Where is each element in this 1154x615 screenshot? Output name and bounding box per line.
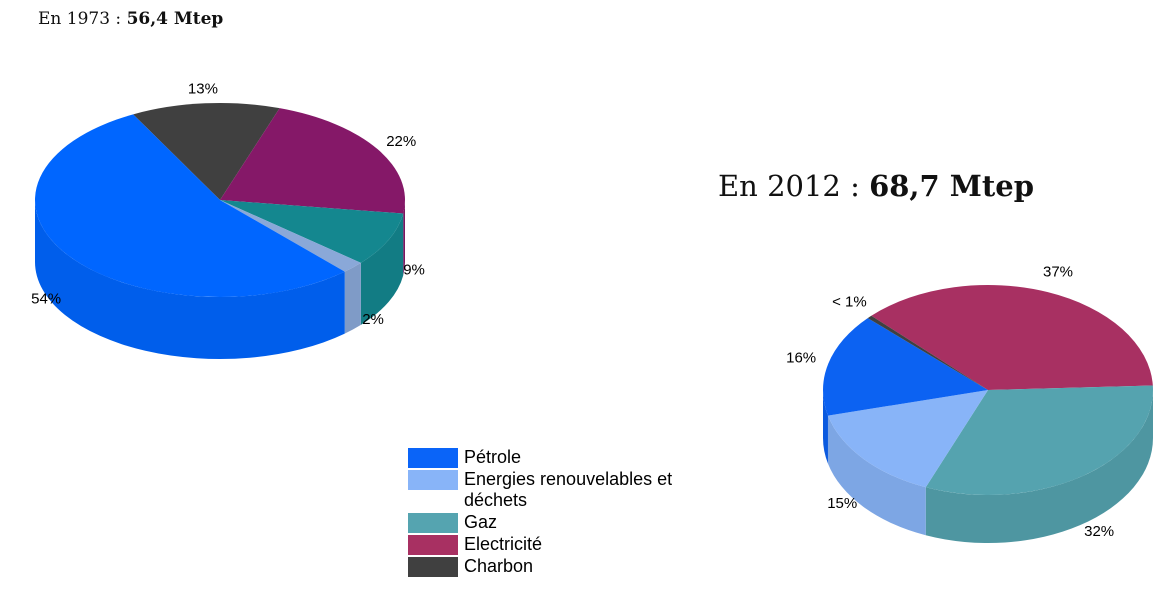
pie-slice xyxy=(871,284,1153,390)
pie-slice xyxy=(133,103,280,200)
value-label: 54% xyxy=(31,290,61,307)
legend-item: Gaz xyxy=(408,512,704,533)
value-label: 16% xyxy=(786,349,816,366)
slice-top xyxy=(822,318,988,416)
pie-slice xyxy=(34,114,345,359)
slice-side xyxy=(344,262,361,334)
slice-side xyxy=(360,213,404,325)
legend-item: Charbon xyxy=(408,556,704,577)
legend: Pétrole Energies renouvelables et déchets… xyxy=(408,447,704,578)
slice-top xyxy=(871,284,1153,390)
chart-title: En 1973 : 56,4 Mtep xyxy=(38,9,223,29)
slice-side xyxy=(823,390,828,464)
slice-top xyxy=(867,315,988,390)
slice-side xyxy=(925,390,1153,544)
slice-top xyxy=(34,114,345,297)
legend-swatch xyxy=(408,448,458,468)
title-text: En 1973 : xyxy=(38,9,121,29)
legend-label: Electricité xyxy=(464,534,543,554)
pie-slice xyxy=(827,390,988,536)
slice-top xyxy=(220,200,404,263)
pie-slice xyxy=(220,200,361,334)
pie-chart xyxy=(822,284,1153,544)
legend-swatch xyxy=(408,513,458,533)
legend-label: Energies renouvelables et déchets xyxy=(464,469,673,510)
pie-slice xyxy=(220,200,404,325)
slice-top xyxy=(220,108,405,214)
legend-label: Gaz xyxy=(464,512,498,532)
slice-top xyxy=(133,103,280,200)
value-label: 9% xyxy=(403,262,425,279)
value-label: 2% xyxy=(362,311,384,328)
value-label: 13% xyxy=(188,81,218,98)
value-label: 15% xyxy=(827,495,857,512)
legend-swatch xyxy=(408,470,458,490)
slice-top xyxy=(827,390,988,488)
chart-title: En 2012 : 68,7 Mtep xyxy=(718,169,1034,203)
value-label: 32% xyxy=(1084,523,1114,540)
pie-chart xyxy=(34,103,405,359)
title-text: En 2012 : xyxy=(718,169,860,203)
title-total: 68,7 Mtep xyxy=(869,169,1034,203)
pie-slice xyxy=(220,108,405,276)
legend-item: Electricité xyxy=(408,534,704,555)
slice-side xyxy=(827,415,926,536)
slice-side xyxy=(35,200,345,359)
legend-item: Energies renouvelables et déchets xyxy=(408,469,704,511)
pie-slice xyxy=(822,318,988,464)
legend-item: Pétrole xyxy=(408,447,704,468)
value-label: < 1% xyxy=(832,293,867,310)
legend-label: Pétrole xyxy=(464,447,522,467)
pie-slice xyxy=(867,315,988,390)
pie-slice xyxy=(925,385,1153,544)
legend-swatch xyxy=(408,557,458,577)
value-label: 37% xyxy=(1043,264,1073,281)
legend-swatch xyxy=(408,535,458,555)
legend-label: Charbon xyxy=(464,556,534,576)
value-label: 22% xyxy=(386,133,416,150)
slice-top xyxy=(220,200,361,272)
title-total: 56,4 Mtep xyxy=(127,9,224,29)
slice-side xyxy=(403,200,405,276)
slice-top xyxy=(925,385,1153,496)
